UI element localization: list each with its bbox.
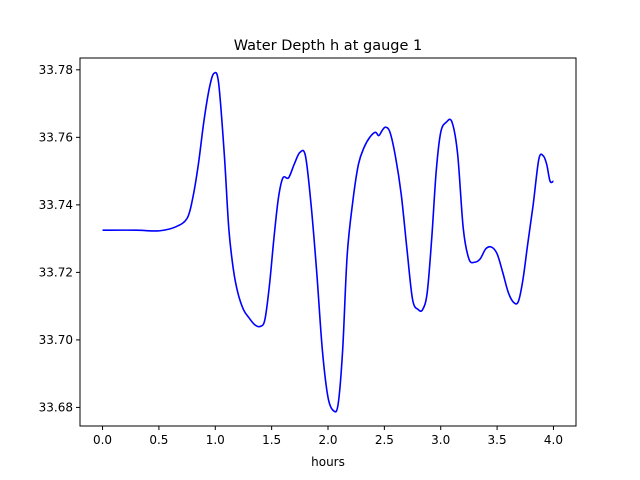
- y-tick-label: 33.72: [39, 265, 73, 279]
- x-tick-label: 3.5: [488, 433, 507, 447]
- y-tick-label: 33.76: [39, 130, 73, 144]
- x-tick-label: 3.0: [431, 433, 450, 447]
- x-tick-label: 2.0: [318, 433, 337, 447]
- axes-frame: [79, 57, 577, 427]
- y-tick-label: 33.68: [39, 400, 73, 414]
- y-axis: 33.68 33.70 33.72 33.74 33.76 33.78: [39, 63, 80, 414]
- y-tick-label: 33.74: [39, 198, 73, 212]
- x-axis: 0.0 0.5 1.0 1.5 2.0 2.5 3.0 3.5 4.0: [93, 426, 563, 447]
- x-tick-label: 2.5: [375, 433, 394, 447]
- y-tick-label: 33.70: [39, 333, 73, 347]
- chart-title: Water Depth h at gauge 1: [234, 38, 422, 54]
- series-line: [102, 71, 554, 413]
- y-tick-label: 33.78: [39, 63, 73, 77]
- x-tick-label: 1.5: [262, 433, 281, 447]
- x-tick-label: 4.0: [544, 433, 563, 447]
- x-tick-label: 1.0: [206, 433, 225, 447]
- x-axis-label: hours: [311, 455, 345, 469]
- x-tick-label: 0.0: [93, 433, 112, 447]
- x-tick-label: 0.5: [149, 433, 168, 447]
